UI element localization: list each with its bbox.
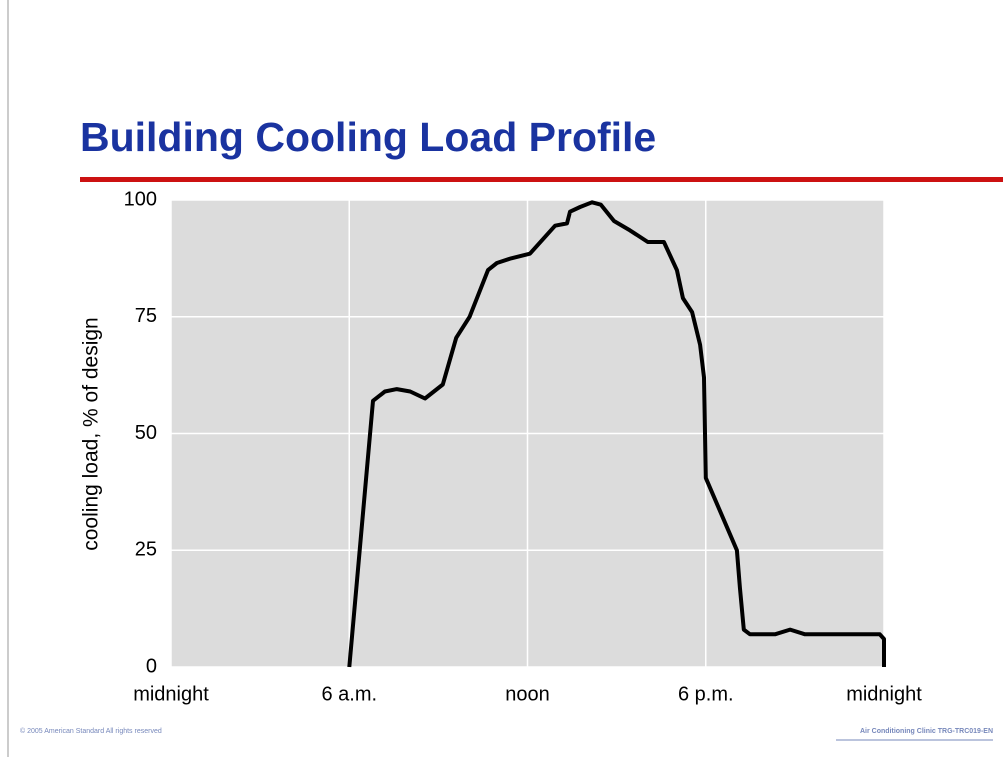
x-tick-label: midnight <box>846 683 922 705</box>
x-tick-label: 6 p.m. <box>678 683 734 705</box>
y-tick-label: 50 <box>135 422 157 444</box>
y-axis-label: cooling load, % of design <box>80 317 103 551</box>
x-tick-label: noon <box>505 683 550 705</box>
footer-right: Air Conditioning Clinic TRG-TRC019-EN <box>860 728 993 735</box>
y-tick-label: 25 <box>135 539 157 561</box>
x-tick-label: midnight <box>133 683 209 705</box>
footer-left: © 2005 American Standard All rights rese… <box>20 727 162 735</box>
x-tick-label: 6 a.m. <box>321 683 377 705</box>
chart-title: Building Cooling Load Profile <box>80 114 656 160</box>
y-tick-label: 100 <box>124 188 157 210</box>
data-line <box>347 200 886 668</box>
title-rule <box>80 177 1003 182</box>
y-tick-label: 0 <box>146 655 157 677</box>
y-tick-label: 75 <box>135 305 157 327</box>
